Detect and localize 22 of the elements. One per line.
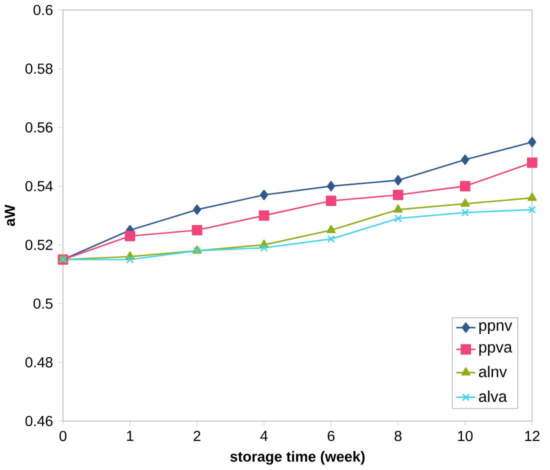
x-tick-label: 2 (194, 431, 200, 442)
x-tick-label: 10 (458, 431, 473, 442)
y-axis-title: aW (4, 204, 15, 226)
legend-label: ppnv (479, 322, 512, 334)
y-tick-label: 0.48 (25, 357, 53, 368)
legend-label: alva (478, 390, 508, 402)
y-tick-label: 0.6 (34, 5, 53, 16)
x-tick-label: 6 (328, 431, 334, 442)
x-axis-title: storage time (week) (230, 451, 365, 465)
legend-label: alnv (478, 366, 507, 378)
y-tick-label: 0.5 (34, 298, 53, 309)
x-tick-label: 1 (127, 431, 134, 442)
x-tick-label: 12 (525, 431, 540, 442)
x-tick-label: 4 (260, 431, 268, 442)
y-tick-label: 0.56 (25, 122, 53, 133)
y-tick-label: 0.54 (25, 181, 53, 192)
x-tick-label: 0 (59, 431, 66, 442)
y-tick-label: 0.46 (25, 416, 53, 426)
x-tick-label: 8 (394, 431, 402, 442)
y-tick-label: 0.52 (25, 240, 52, 250)
legend-label: ppva (479, 344, 512, 356)
y-tick-label: 0.58 (25, 64, 53, 74)
